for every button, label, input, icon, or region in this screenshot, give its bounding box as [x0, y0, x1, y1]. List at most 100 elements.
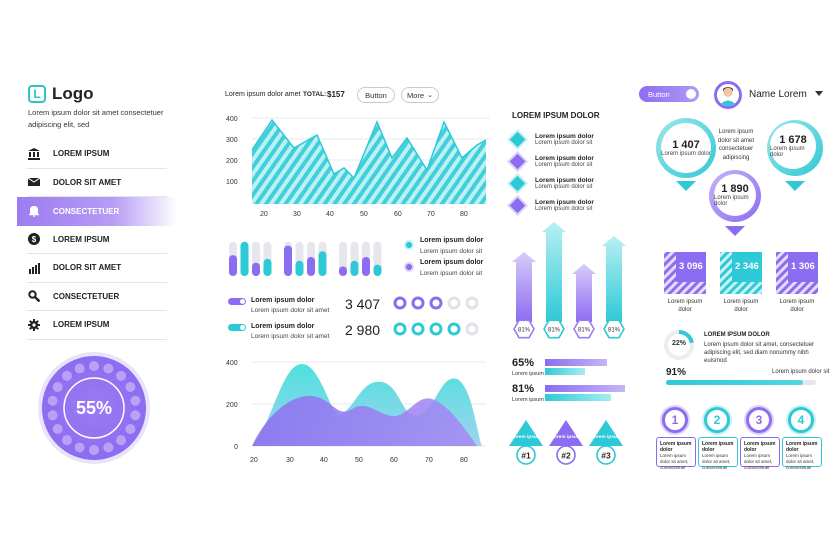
stat-value: 2 980 [345, 322, 381, 338]
x-tick-label: 30 [286, 457, 294, 464]
gear-icon [27, 318, 41, 332]
progress-fill [666, 380, 803, 385]
gauge-dot [74, 363, 85, 374]
top-area-chart: 400 300 200 100 20 30 40 50 60 70 80 [226, 116, 490, 218]
logo-icon: L [28, 85, 46, 103]
circle-stat-label: Lorem ipsum dolor [770, 146, 805, 158]
gauge-dot [47, 395, 58, 406]
sidebar-item-label: LOREM IPSUM [53, 149, 110, 159]
sidebar-item-label: LOREM IPSUM [53, 320, 110, 330]
y-tick-label: 400 [226, 360, 238, 367]
sidebar-item-label: LOREM IPSUM [53, 234, 110, 244]
more-label: More [407, 90, 425, 100]
rank-triangle [549, 420, 583, 446]
arrow-bar [572, 264, 596, 322]
diamond-list-item: Lorem ipsum dolor Lorem ipsum dolor sit [509, 197, 594, 214]
mini-bar [318, 251, 327, 276]
arrow-hex-badge [543, 319, 565, 339]
gauge-dot [52, 424, 63, 434]
legend-title: Lorem ipsum dolor [420, 259, 484, 266]
rating-ring [465, 296, 479, 310]
step-note-title: Lorem ipsum dolor [786, 441, 818, 453]
gauge-dot [47, 410, 58, 421]
arrow-bars: 81% 81% 81% 81% [512, 222, 626, 339]
rating-ring [393, 296, 407, 310]
circle-stat-label: Lorem ipsum dolor [714, 195, 749, 207]
step-number-circle: 4 [788, 407, 814, 433]
gauge-value: 55% [75, 397, 113, 418]
diamond-item-sub: Lorem ipsum dolor sit [535, 206, 593, 212]
step-note-title: Lorem ipsum dolor [744, 441, 776, 453]
diamond-item-sub: Lorem ipsum dolor sit [535, 162, 593, 168]
sidebar-item-7[interactable]: LOREM IPSUM [27, 311, 167, 340]
gauge-dot [89, 445, 99, 455]
arrow-bar [512, 252, 536, 322]
diamond-item-title: Lorem ipsum dolor [535, 155, 594, 162]
rating-ring [447, 322, 461, 336]
sidebar-item-6[interactable]: CONSECTETUER [27, 283, 167, 311]
circle-stat-value: 1 890 [721, 183, 749, 195]
x-tick-label: 70 [427, 211, 435, 218]
gauge-dot [74, 442, 85, 453]
sidebar-item-label: CONSECTETUER [53, 206, 120, 216]
diamond-list-item: Lorem ipsum dolor Lorem ipsum dolor sit [509, 153, 594, 170]
step-note: Lorem ipsum dolor Lorem ipsum dolor sit a… [656, 437, 696, 470]
toggle-pill-cyan[interactable] [228, 324, 246, 331]
rank-title: Lorem ipsum [511, 434, 541, 440]
gauge-dot [130, 410, 141, 421]
stat-sub: Lorem ipsum dolor sit amet [251, 333, 330, 340]
rank-number: #2 [561, 451, 571, 461]
user-name: Name Lorem [749, 89, 807, 100]
total-label: TOTAL: [303, 91, 327, 98]
stat-sub: Lorem ipsum dolor sit amet [251, 307, 330, 314]
chevron-down-icon[interactable] [815, 91, 823, 96]
chevron-down-icon: ⌄ [427, 92, 433, 99]
donut-text: Lorem ipsum dolor sit amet, consectetuer… [704, 342, 815, 364]
sidebar-item-5[interactable]: DOLOR SIT AMET [27, 254, 167, 283]
bar-chart-icon [27, 261, 41, 275]
hbar-purple-2 [545, 385, 625, 392]
sidebar-item-1[interactable]: LOREM IPSUM [27, 140, 167, 169]
step-note-title: Lorem ipsum dolor [702, 441, 734, 453]
brand-tagline: Lorem ipsum dolor sit amet consectetuer … [28, 108, 164, 129]
x-tick-label: 20 [260, 211, 268, 218]
arrow-bar [602, 236, 626, 322]
progress-label: Lorem ipsum dolor sit [772, 369, 830, 375]
square-stat-value: 3 096 [679, 261, 703, 272]
mini-bar [339, 266, 347, 276]
stat-value: 3 407 [345, 296, 381, 312]
rank-triangle [509, 420, 543, 446]
sidebar-item-2[interactable]: DOLOR SIT AMET [27, 169, 167, 197]
arrow-label: 81% [608, 328, 621, 334]
gauge-dot [62, 435, 73, 446]
donut-title: LOREM IPSUM DOLOR [704, 332, 770, 338]
step-note-title: Lorem ipsum dolor [660, 441, 692, 453]
square-stat-label: Lorem ipsum dolor [779, 299, 815, 313]
toggle-pill-purple[interactable] [228, 298, 246, 305]
diamond-item-title: Lorem ipsum dolor [535, 177, 594, 184]
more-dropdown[interactable]: More ⌄ [401, 87, 439, 103]
step-number-circle: 3 [746, 407, 772, 433]
arrow-label: 81% [518, 328, 531, 334]
bell-icon [27, 204, 41, 218]
progress-track [666, 380, 816, 385]
rank-circle [556, 445, 576, 465]
step-note-text: Lorem ipsum dolor sit amet, consectetuer [660, 453, 689, 470]
toolbar-button[interactable]: Button [357, 87, 395, 103]
arrow-label: 81% [578, 328, 591, 334]
sidebar-item-3[interactable]: CONSECTETUER [17, 197, 177, 226]
avatar[interactable] [714, 81, 742, 109]
gauge-dot [115, 370, 126, 381]
gauge-dot [125, 382, 136, 392]
toolbar-label: Lorem ipsum dolor amet [225, 91, 301, 98]
step-note: Lorem ipsum dolor Lorem ipsum dolor sit a… [782, 437, 822, 470]
mini-bar [284, 245, 292, 276]
gauge-dot [52, 382, 63, 392]
toggle-button[interactable]: Button [639, 86, 699, 102]
toggle-knob [686, 89, 696, 99]
x-tick-label: 80 [460, 457, 468, 464]
arrow-hex-badge [573, 319, 595, 339]
hbar-cyan-1 [545, 368, 585, 375]
sidebar-item-4[interactable]: $ LOREM IPSUM [27, 226, 167, 254]
x-tick-label: 20 [250, 457, 258, 464]
